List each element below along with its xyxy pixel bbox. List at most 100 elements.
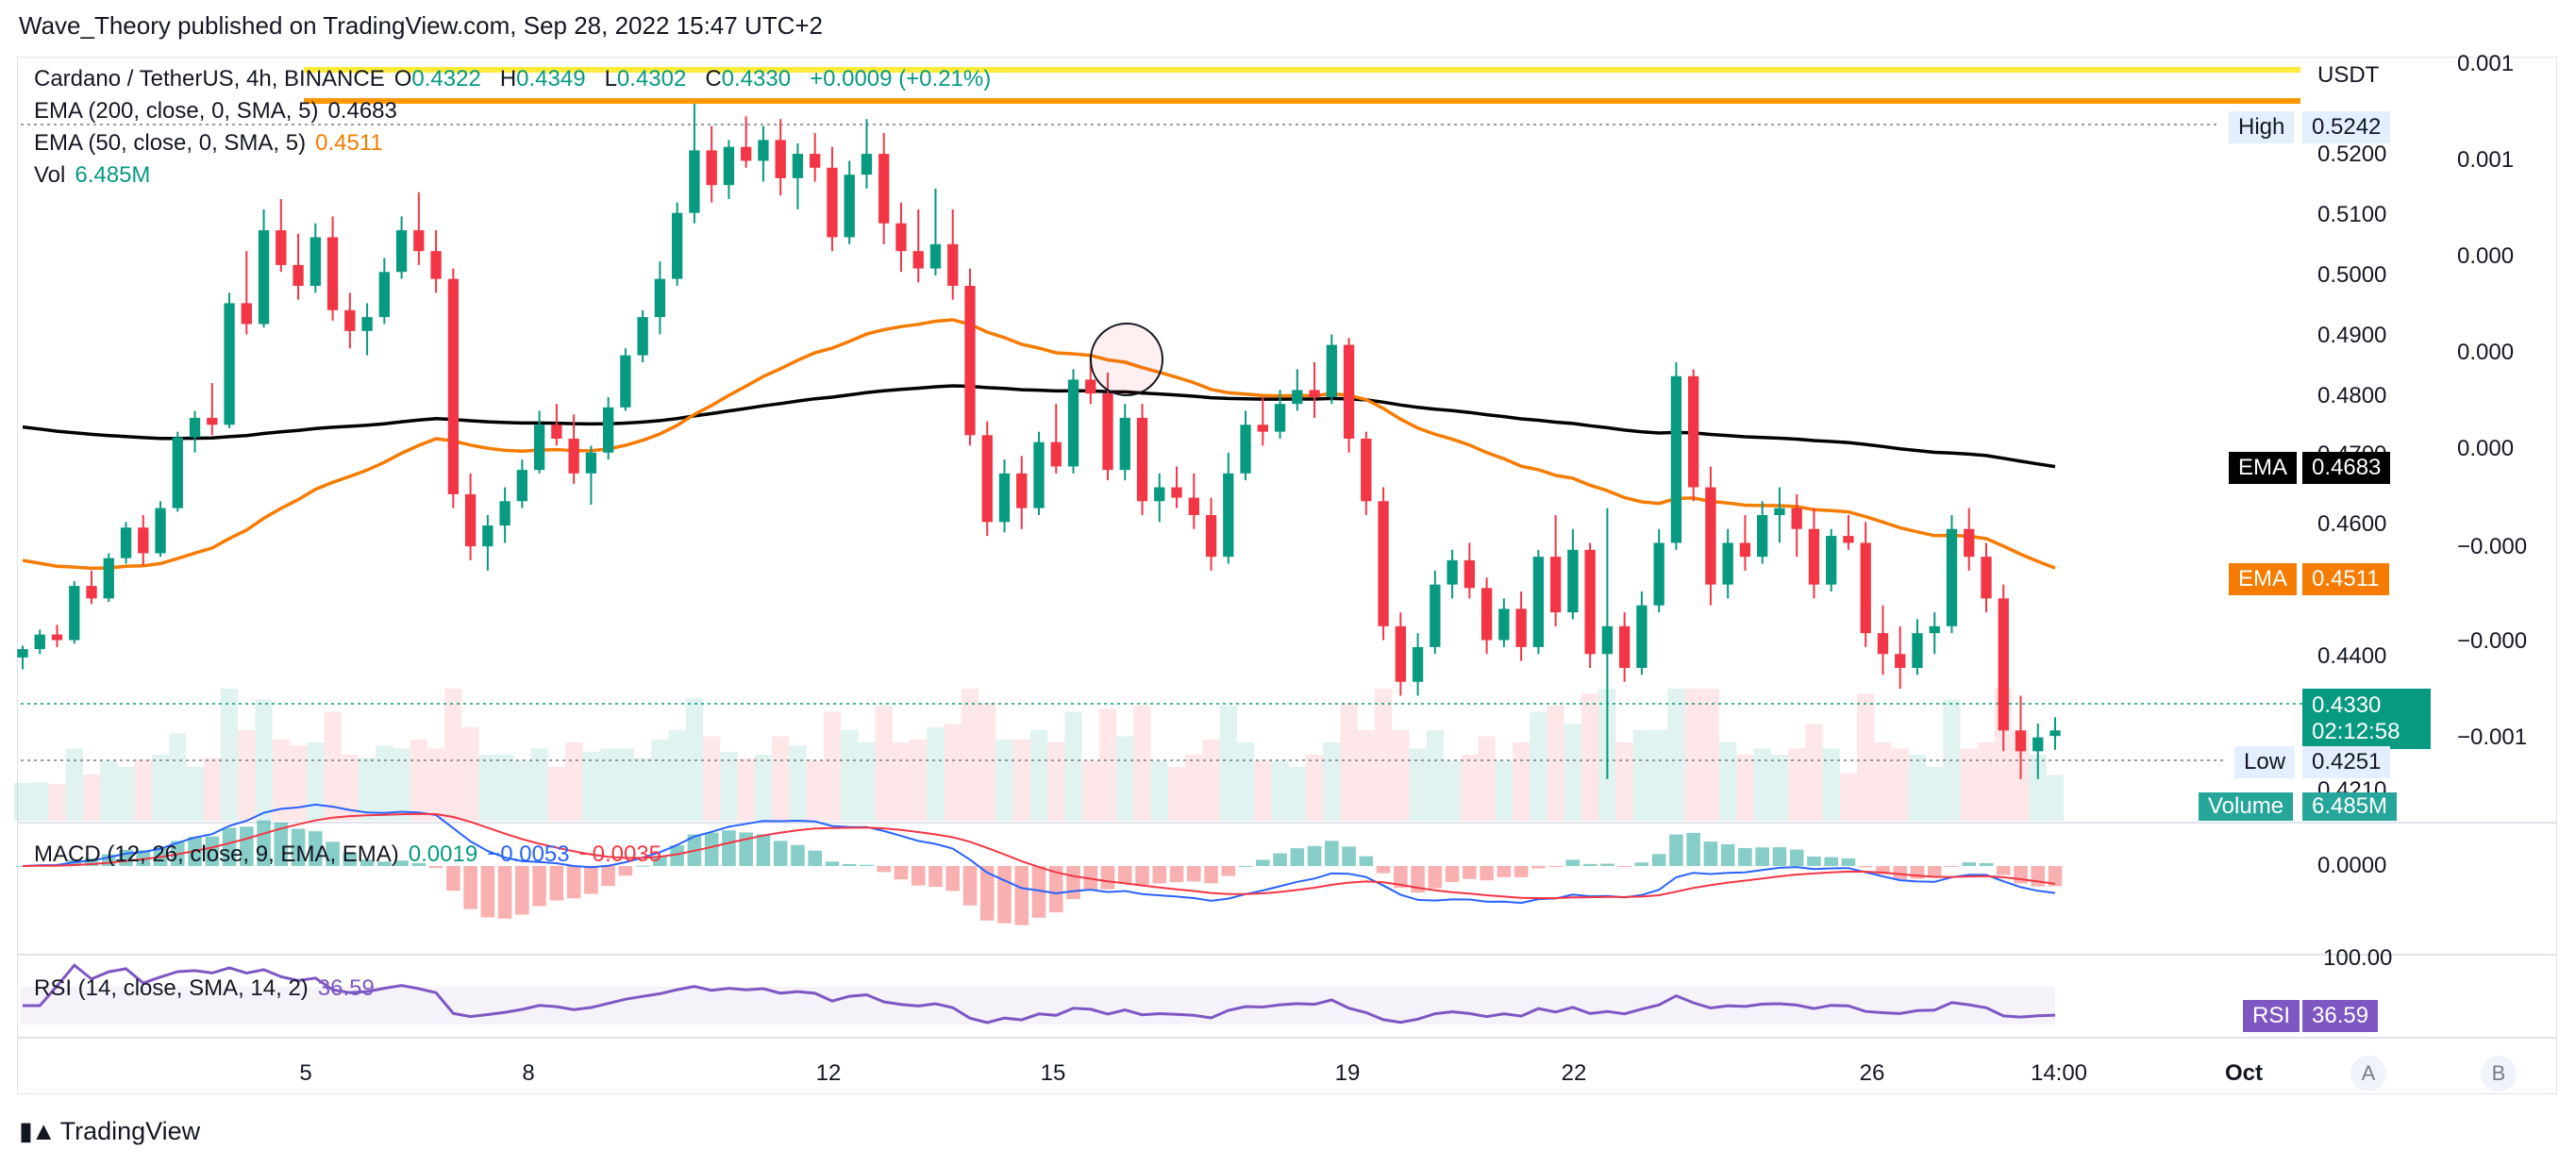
- macd-histogram-bar: [1014, 866, 1029, 925]
- macd-histogram-bar: [1394, 866, 1408, 889]
- macd-hist-value: 0.0019: [408, 841, 478, 867]
- candle-body: [912, 251, 924, 269]
- ema50-label: EMA (50, close, 0, SMA, 5): [34, 130, 307, 156]
- candle-body: [1584, 549, 1596, 655]
- candle-body: [1688, 375, 1699, 488]
- macd-histogram-bar: [2031, 866, 2046, 887]
- volume-legend[interactable]: Vol 6.485M: [34, 162, 159, 189]
- ema-200-path: [22, 384, 2056, 469]
- o-label: O: [393, 66, 412, 92]
- volume-bar: [789, 745, 807, 821]
- volume-bar: [1822, 748, 1840, 821]
- macd-label: MACD (12, 26, close, 9, EMA, EMA): [34, 841, 399, 867]
- candle-body: [792, 154, 804, 178]
- macd-histogram-bar: [394, 860, 409, 866]
- volume-bar: [1857, 693, 1875, 821]
- time-tick: Oct: [2224, 1060, 2264, 1086]
- ema50-legend[interactable]: EMA (50, close, 0, SMA, 5) 0.4511: [34, 130, 393, 157]
- macd-histogram-bar: [480, 866, 495, 918]
- macd-histogram-bar: [945, 866, 961, 891]
- volume-bar: [203, 758, 221, 821]
- macd-histogram-bar: [343, 852, 358, 866]
- main-legend[interactable]: Cardano / TetherUS, 4h, BINANCE O0.4322 H0…: [34, 66, 1000, 92]
- macd-signal-value: −0.0035: [578, 841, 662, 867]
- macd-histogram-bar: [1463, 866, 1477, 879]
- auto-scale-button[interactable]: A: [2350, 1056, 2386, 1091]
- macd-legend[interactable]: MACD (12, 26, close, 9, EMA, EMA) 0.0019 −…: [34, 841, 671, 868]
- volume-bar: [1632, 730, 1651, 821]
- volume-bar: [720, 751, 738, 821]
- candle-body: [1981, 557, 1992, 599]
- candle-body: [1188, 497, 1199, 515]
- macd-histogram-bar: [653, 856, 667, 866]
- volume-bar: [31, 782, 49, 821]
- volume-bar: [1409, 748, 1427, 821]
- candle-body: [1171, 487, 1182, 498]
- volume-bar: [892, 742, 911, 821]
- volume-bar: [1667, 689, 1685, 821]
- macd-histogram-bar: [1186, 866, 1201, 882]
- candle-body: [1877, 633, 1889, 655]
- macd-histogram-bar: [1634, 862, 1649, 866]
- volume-bar: [1977, 742, 1996, 821]
- macd-histogram-bar: [722, 830, 736, 866]
- candle-body: [138, 527, 149, 554]
- volume-bar: [616, 748, 635, 821]
- macd-histogram-bar: [1359, 856, 1374, 866]
- ema200-legend[interactable]: EMA (200, close, 0, SMA, 5) 0.4683: [34, 98, 407, 125]
- volume-bar: [427, 748, 445, 821]
- macd-histogram-bar: [1789, 849, 1804, 866]
- volume-bar: [461, 726, 479, 821]
- candle-body: [827, 167, 838, 238]
- chart-frame[interactable]: [17, 57, 2557, 1094]
- macd-histogram-bar: [1428, 866, 1443, 889]
- currency-label: USDT: [2317, 62, 2380, 88]
- horizontal-lines: [21, 67, 2302, 761]
- time-tick: 22: [1561, 1060, 1587, 1086]
- candle-body: [1860, 542, 1871, 634]
- volume-bar: [685, 698, 704, 821]
- candle-body: [1722, 542, 1733, 585]
- macd-line: [22, 803, 2056, 905]
- candle-body: [1067, 379, 1079, 467]
- candle-body: [533, 425, 545, 471]
- candle-body: [1826, 536, 1837, 585]
- macd-histogram-bar: [446, 866, 460, 891]
- rsi-legend[interactable]: RSI (14, close, SMA, 14, 2) 36.59: [34, 975, 384, 1002]
- time-tick: 19: [1334, 1060, 1361, 1086]
- volume-bar: [307, 742, 325, 821]
- macd-histogram-bar: [1755, 847, 1769, 866]
- macd-histogram-bar: [1945, 866, 1959, 867]
- macd-histogram-bar: [309, 831, 323, 866]
- ema50-badge-value: 0.4511: [2302, 563, 2389, 595]
- candle-body: [1257, 425, 1268, 432]
- candle-body: [69, 586, 80, 641]
- volume-bar: [547, 767, 566, 821]
- c-label: C: [705, 66, 722, 92]
- macd-signal-line: [22, 812, 2056, 900]
- candle-body: [1618, 625, 1631, 668]
- volume-bar: [944, 724, 962, 821]
- volume-bar: [1512, 742, 1531, 821]
- l-label: L: [604, 66, 617, 92]
- low-label-badge: Low: [2234, 746, 2296, 778]
- volume-bar: [1236, 742, 1255, 821]
- ema-200-line: [22, 384, 2056, 469]
- tradingview-logo[interactable]: ▮▲ TradingView: [19, 1117, 200, 1146]
- ohlc-close: C0.4330: [705, 66, 800, 92]
- volume-bar: [1392, 730, 1410, 821]
- candle-body: [775, 140, 786, 178]
- macd-histogram-bar: [1686, 832, 1700, 866]
- candle-body: [2032, 737, 2044, 752]
- volume-bar: [565, 742, 583, 821]
- ema-50-path: [22, 318, 2056, 571]
- macd-histogram-bar: [635, 865, 650, 867]
- ema50-value: 0.4511: [315, 130, 383, 156]
- macd-histogram-bar: [1807, 856, 1821, 866]
- log-scale-button[interactable]: B: [2481, 1056, 2517, 1091]
- candle-body: [895, 223, 907, 252]
- candle-body: [276, 230, 287, 265]
- candle-body: [1136, 417, 1148, 502]
- macd-histogram-bar: [1031, 866, 1046, 918]
